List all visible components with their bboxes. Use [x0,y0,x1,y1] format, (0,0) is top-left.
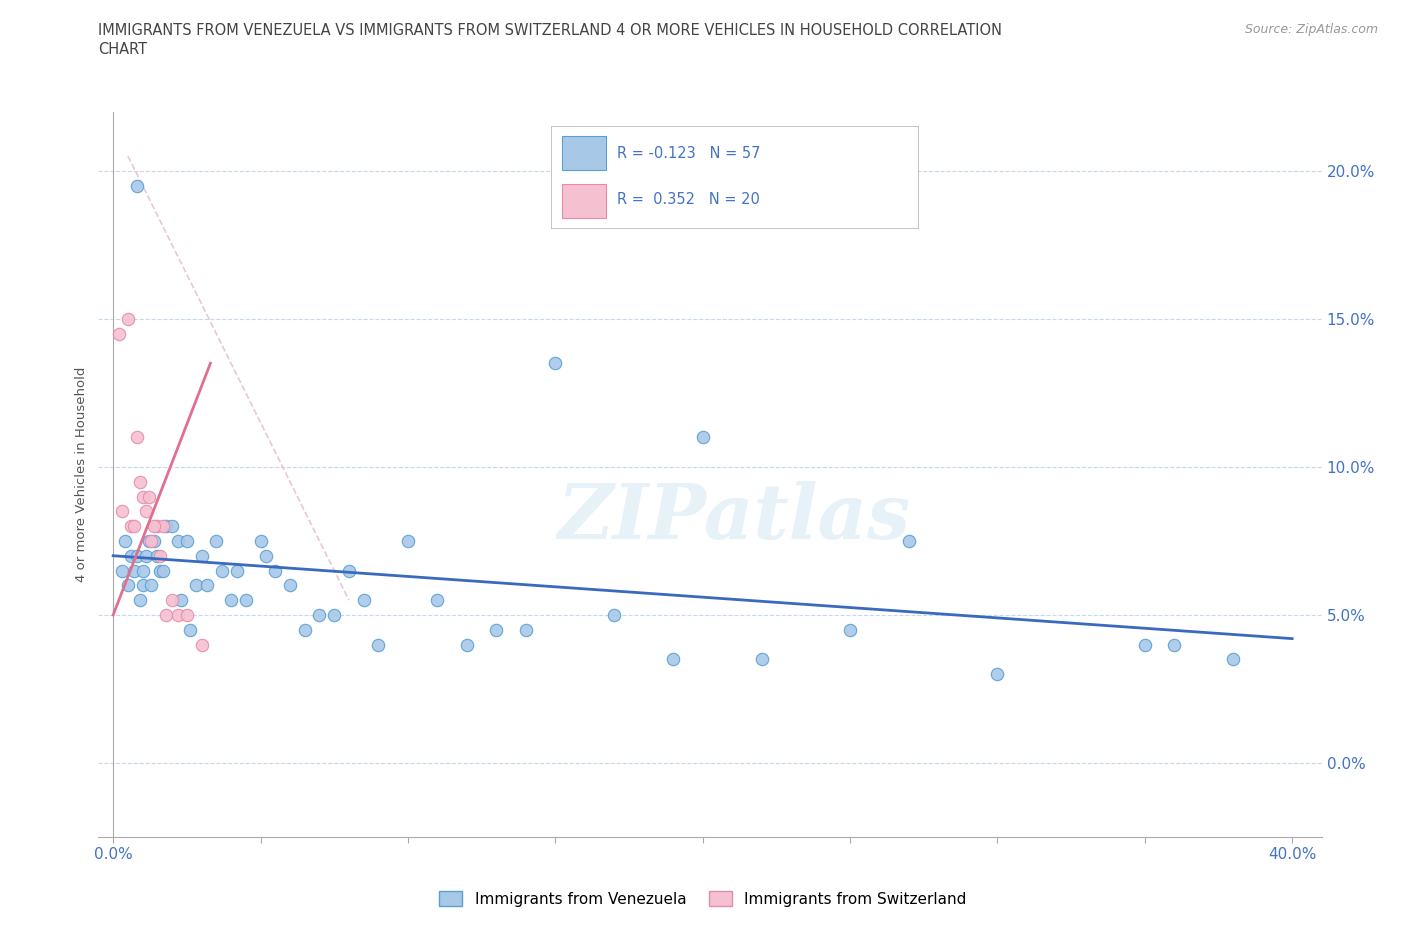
Point [155,607,177,622]
Point [111,504,134,519]
Point [125,549,148,564]
Point [176,534,198,549]
Point [367,637,389,652]
Legend: Immigrants from Venezuela, Immigrants from Switzerland: Immigrants from Venezuela, Immigrants fr… [433,885,973,913]
Point [1163,637,1185,652]
Point [426,592,449,607]
Point [128,592,150,607]
Point [692,430,714,445]
Point [167,607,190,622]
Point [131,563,153,578]
Point [294,622,316,637]
Point [986,667,1008,682]
Point [456,637,478,652]
Point [190,549,212,564]
Point [278,578,301,592]
Point [138,489,160,504]
Point [155,519,177,534]
Text: CHART: CHART [98,42,148,57]
Point [108,326,131,341]
Point [167,534,190,549]
Point [226,563,249,578]
Point [152,563,174,578]
Point [254,549,277,564]
Point [128,474,150,489]
Point [544,356,567,371]
Point [143,534,166,549]
Point [170,592,193,607]
Point [117,578,139,592]
Point [839,622,862,637]
Point [160,519,183,534]
Point [146,549,169,564]
Point [1222,652,1244,667]
Point [603,607,626,622]
Point [149,549,172,564]
Point [337,563,360,578]
Point [120,549,142,564]
Point [141,534,163,549]
Point [515,622,537,637]
Point [143,519,166,534]
Point [205,534,228,549]
Point [751,652,773,667]
Point [160,592,183,607]
Point [396,534,419,549]
Text: IMMIGRANTS FROM VENEZUELA VS IMMIGRANTS FROM SWITZERLAND 4 OR MORE VEHICLES IN H: IMMIGRANTS FROM VENEZUELA VS IMMIGRANTS … [98,23,1002,38]
Point [308,607,330,622]
Point [219,592,242,607]
Point [662,652,685,667]
Point [149,563,172,578]
Point [1133,637,1156,652]
Point [211,563,233,578]
Point [179,622,201,637]
Point [249,534,271,549]
Point [485,622,508,637]
Point [117,312,139,326]
Point [122,563,145,578]
Point [264,563,287,578]
Point [176,607,198,622]
Point [323,607,346,622]
Point [197,578,219,592]
Point [138,534,160,549]
Text: ZIPatlas: ZIPatlas [558,481,911,555]
Point [131,489,153,504]
Point [141,578,163,592]
Point [898,534,921,549]
Point [125,430,148,445]
Point [111,563,134,578]
Point [122,519,145,534]
Point [114,534,136,549]
Point [235,592,257,607]
Text: Source: ZipAtlas.com: Source: ZipAtlas.com [1244,23,1378,36]
Point [152,519,174,534]
Point [131,578,153,592]
Point [184,578,207,592]
Point [135,549,157,564]
Point [135,504,157,519]
Y-axis label: 4 or more Vehicles in Household: 4 or more Vehicles in Household [75,366,89,582]
Point [190,637,212,652]
Point [120,519,142,534]
Point [146,519,169,534]
Point [125,179,148,193]
Point [353,592,375,607]
